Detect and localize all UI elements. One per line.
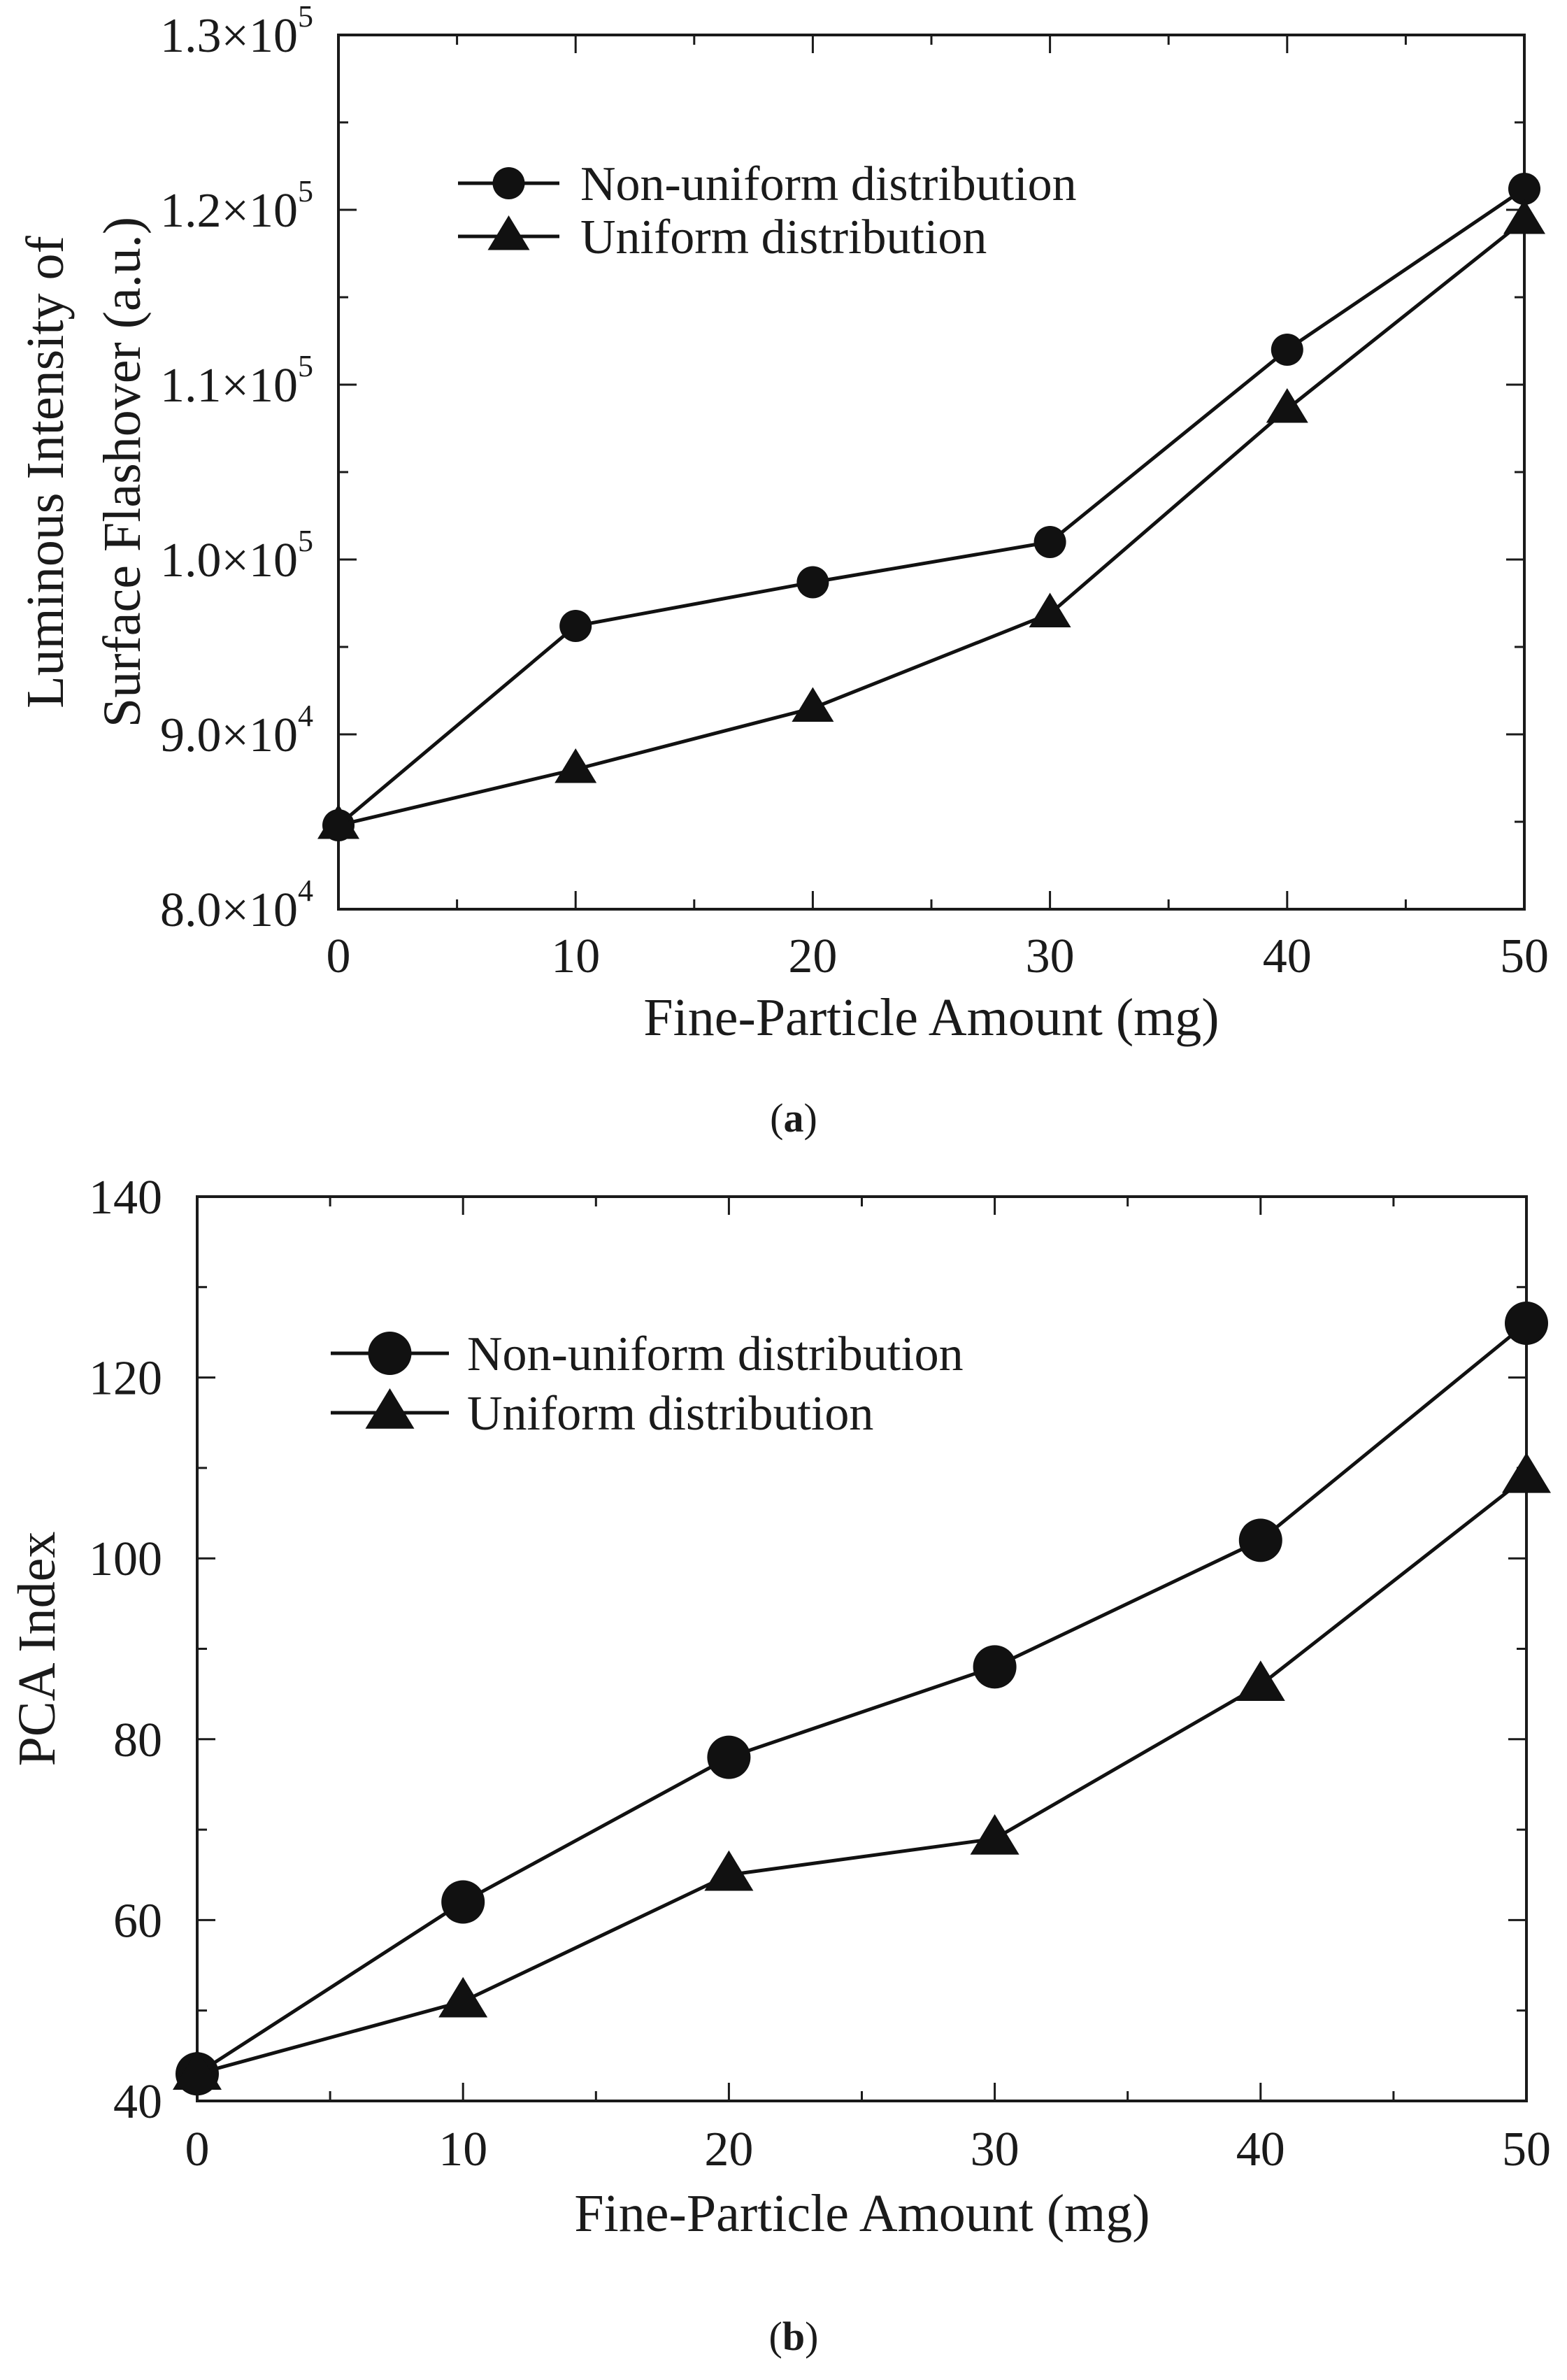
y-axis-title: Surface Flashover (a.u.) xyxy=(93,217,152,727)
y-tick-label: 1.1×105 xyxy=(160,349,313,413)
data-point-non-uniform xyxy=(1508,173,1540,205)
data-point-non-uniform xyxy=(796,566,829,599)
y-tick-label: 1.0×105 xyxy=(160,524,313,587)
figure-caption: (a) xyxy=(770,1095,817,1141)
series-line-non-uniform xyxy=(337,187,1526,827)
data-point-uniform xyxy=(1029,592,1071,627)
x-tick-label: 30 xyxy=(971,2123,1019,2176)
data-point-non-uniform xyxy=(1271,334,1303,366)
data-point-non-uniform xyxy=(1033,526,1066,558)
y-tick-label: 9.0×104 xyxy=(160,699,313,762)
y-tick-label: 1.2×105 xyxy=(160,174,313,238)
x-tick-label: 0 xyxy=(185,2123,210,2176)
y-tick-label: 8.0×104 xyxy=(160,874,313,937)
y-tick-label: 40 xyxy=(113,2075,162,2129)
y-axis-title: PCA Index xyxy=(8,1532,66,1767)
y-tick-label: 120 xyxy=(89,1352,162,1406)
y-axis-title: Luminous Intensity of xyxy=(16,236,75,708)
chart-a: 0 10 20 30 40 50 8.0×104 9.0×104 1.0×105 1.1×105 1… xyxy=(16,0,1549,1141)
x-axis-title: Fine-Particle Amount (mg) xyxy=(574,2184,1150,2243)
x-tick-label: 20 xyxy=(788,929,837,983)
y-tick-label: 140 xyxy=(89,1171,162,1225)
data-point-uniform xyxy=(704,1850,754,1891)
x-tick-label: 50 xyxy=(1500,929,1549,983)
data-point-non-uniform xyxy=(559,610,592,642)
data-point-uniform xyxy=(1236,1660,1285,1701)
series-line-uniform xyxy=(196,1475,1528,2076)
legend-marker-triangle xyxy=(365,1388,415,1429)
y-tick-label: 60 xyxy=(113,1894,162,1948)
series-line-non-uniform xyxy=(196,1322,1528,2076)
figure-caption: (b) xyxy=(769,2314,819,2359)
legend-label: Uniform distribution xyxy=(580,211,987,264)
data-point-uniform xyxy=(317,804,359,839)
data-point-non-uniform xyxy=(1505,1302,1548,1346)
data-point-non-uniform xyxy=(973,1645,1017,1689)
data-point-uniform xyxy=(1503,199,1545,234)
x-tick-label: 40 xyxy=(1236,2123,1285,2176)
legend-label: Non-uniform distribution xyxy=(580,157,1077,211)
x-tick-label: 20 xyxy=(704,2123,753,2176)
legend-marker-circle xyxy=(492,167,525,199)
y-tick-label: 1.3×105 xyxy=(160,0,313,63)
x-tick-label: 50 xyxy=(1502,2123,1551,2176)
legend-marker-triangle xyxy=(487,215,530,250)
data-point-non-uniform xyxy=(707,1735,751,1779)
data-point-non-uniform xyxy=(1238,1518,1282,1562)
data-point-uniform xyxy=(970,1814,1019,1855)
x-tick-label: 30 xyxy=(1026,929,1075,983)
data-point-uniform xyxy=(792,687,834,722)
x-tick-label: 40 xyxy=(1263,929,1312,983)
data-point-uniform xyxy=(1266,388,1308,423)
legend-label: Non-uniform distribution xyxy=(467,1327,964,1381)
y-tick-label: 100 xyxy=(89,1532,162,1586)
data-point-non-uniform xyxy=(441,1880,485,1924)
x-tick-label: 10 xyxy=(551,929,600,983)
legend-label: Uniform distribution xyxy=(467,1387,873,1441)
data-point-uniform xyxy=(554,748,597,783)
x-tick-label: 0 xyxy=(327,929,351,983)
data-point-uniform xyxy=(173,2049,222,2090)
data-point-uniform xyxy=(438,1976,488,2018)
series-line-uniform xyxy=(338,219,1526,827)
y-tick-label: 80 xyxy=(113,1713,162,1767)
data-point-uniform xyxy=(1502,1452,1551,1493)
chart-b: 0 10 20 30 40 50 40 60 80 100 120 140 Fine-Particle … xyxy=(8,1171,1551,2359)
legend-marker-circle xyxy=(368,1332,412,1375)
x-tick-label: 10 xyxy=(438,2123,487,2176)
x-axis-title: Fine-Particle Amount (mg) xyxy=(643,988,1219,1047)
